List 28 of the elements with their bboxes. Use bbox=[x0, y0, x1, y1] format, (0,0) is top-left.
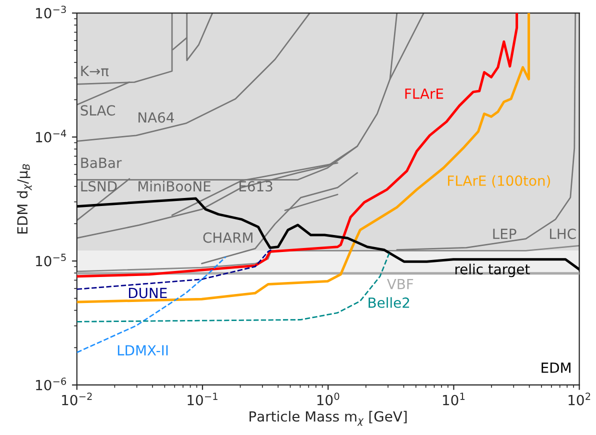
x-tick-label: 10$^{−2}$ bbox=[62, 392, 92, 406]
x-tick-label: 10$^{−1}$ bbox=[188, 392, 218, 406]
annotation: LEP bbox=[493, 228, 516, 239]
annotation: BaBar bbox=[81, 158, 122, 168]
series-label: DUNE bbox=[128, 288, 167, 298]
series-label: VBF bbox=[386, 279, 414, 290]
annotation: SLAC bbox=[80, 105, 115, 116]
annotation: K→π bbox=[81, 66, 109, 76]
x-tick-label: 10$^{2}$ bbox=[568, 392, 590, 406]
annotation: LHC bbox=[550, 228, 576, 240]
x-axis-title: Particle Mass m$_{χ}$ [GeV] bbox=[250, 410, 407, 426]
annotation: EDM bbox=[542, 362, 570, 373]
series-label: relic target bbox=[455, 264, 530, 278]
annotation: NA64 bbox=[138, 112, 174, 123]
y-tick-label: 10$^{−5}$ bbox=[36, 254, 66, 266]
y-tick-label: 10$^{−6}$ bbox=[36, 378, 66, 390]
annotation: LSND bbox=[81, 181, 117, 192]
y-axis-title: EDM d$_{χ}$/μ$_{B}$ bbox=[16, 164, 32, 234]
annotation: CHARM bbox=[203, 232, 252, 243]
series-label: FLArE (100ton) bbox=[448, 175, 550, 188]
y-tick-label: 10$^{−3}$ bbox=[36, 6, 66, 18]
series-label: Belle2 bbox=[368, 297, 410, 308]
annotation: MiniBooNE bbox=[138, 180, 210, 192]
series-label: FLArE bbox=[405, 88, 444, 99]
x-tick-label: 10$^{1}$ bbox=[443, 392, 465, 406]
series-label: LDMX-II bbox=[118, 345, 168, 356]
y-tick-label: 10$^{−4}$ bbox=[36, 130, 66, 142]
x-tick-label: 10$^{0}$ bbox=[317, 392, 340, 406]
